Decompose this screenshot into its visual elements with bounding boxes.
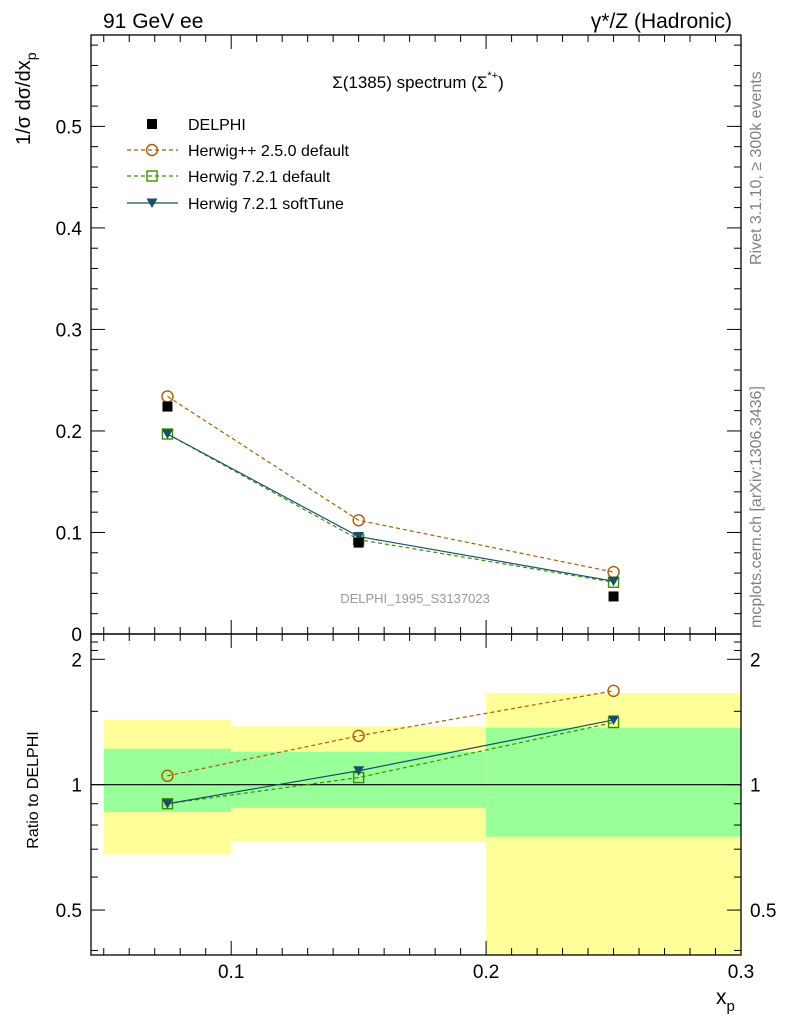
- main-y-tick-label-3: 0.3: [56, 320, 82, 341]
- ratio-y-tick-label-1: 1: [71, 776, 82, 797]
- main-point-3-2: [608, 576, 620, 587]
- main-point-0-0: [162, 401, 173, 412]
- main-point-3-1: [353, 532, 365, 542]
- legend-marker-2: [146, 170, 158, 182]
- ratio-point-0-1: [352, 729, 365, 743]
- legend-marker-1: [145, 143, 159, 157]
- main-point-0-2: [608, 591, 619, 602]
- legend-marker-0: [147, 119, 157, 129]
- ratio-y-tick-label-right-1: 1: [750, 776, 761, 797]
- ratio-point-0-0: [161, 769, 174, 783]
- legend-marker-3: [146, 198, 158, 208]
- ratio-band-inner-1: [231, 751, 487, 808]
- ratio-series-line-1: [167, 721, 614, 805]
- main-panel: [161, 390, 620, 602]
- svg-text:1/σ dσ/dxp: 1/σ dσ/dxp: [13, 52, 39, 145]
- header-right: γ*/Z (Hadronic): [591, 10, 732, 33]
- x-tick-label-0: 0.1: [218, 962, 244, 983]
- main-y-tick-label-2: 0.2: [56, 422, 82, 443]
- main-y-tick-label-0: 0: [71, 625, 82, 646]
- x-tick-label-1: 0.2: [473, 962, 499, 983]
- ratio-band-inner-2: [486, 727, 741, 837]
- ratio-y-tick-label-0: 0.5: [56, 901, 82, 922]
- ratio-point-2-1: [353, 766, 365, 776]
- main-series-line-1: [167, 395, 614, 573]
- ratio-point-2-0: [161, 799, 173, 809]
- ratio-point-0-2: [607, 684, 620, 698]
- xlabel-text: x: [716, 986, 727, 1009]
- legend-label-3: Herwig 7.2.1 softTune: [188, 196, 344, 213]
- main-ylabel: 1/σ dσ/dxp: [13, 52, 39, 145]
- main-point-3-0: [161, 429, 173, 439]
- analysis-watermark: DELPHI_1995_S3137023: [340, 591, 490, 606]
- rivet-label: Rivet 3.1.10, ≥ 300k events: [748, 71, 765, 265]
- main-point-1-2: [607, 565, 620, 579]
- ratio-frame: [90, 633, 742, 956]
- ratio-ylabel: Ratio to DELPHI: [25, 731, 42, 848]
- x-tick-label-2: 0.3: [728, 962, 754, 983]
- legend-label-0: DELPHI: [188, 117, 246, 134]
- chart-title-sup: *+: [487, 70, 498, 82]
- legend-label-1: Herwig++ 2.5.0 default: [188, 143, 350, 160]
- main-ylabel-sub: p: [23, 52, 39, 60]
- ratio-panel: [91, 684, 741, 955]
- main-y-tick-label-5: 0.5: [56, 117, 82, 138]
- ratio-series-line-0: [167, 690, 614, 777]
- header-left: 91 GeV ee: [103, 10, 203, 33]
- chart-title-close: ): [498, 73, 504, 92]
- chart-title: Σ(1385) spectrum (Σ*+): [332, 70, 504, 92]
- ratio-point-2-2: [608, 715, 620, 725]
- xlabel: xp: [716, 986, 735, 1015]
- main-y-tick-label-1: 0.1: [56, 523, 82, 544]
- main-series-line-3: [167, 433, 614, 582]
- legend-label-2: Herwig 7.2.1 default: [188, 169, 331, 186]
- main-y-tick-label-4: 0.4: [56, 219, 83, 240]
- main-point-0-1: [353, 537, 364, 548]
- chart-title-main: Σ(1385) spectrum (: [332, 73, 477, 92]
- ratio-y-tick-label-2: 2: [71, 650, 82, 671]
- mcplots-label: mcplots.cern.ch [arXiv:1306.3436]: [748, 386, 765, 628]
- chart-title-sym: Σ: [477, 73, 488, 92]
- axes-frames: 0.1 0.2 0.3 0 0.1 0.2 0.3 0.4 0.5 0.5 0.5 1 1 2 2: [56, 34, 776, 983]
- legend: DELPHI Herwig++ 2.5.0 default Herwig 7.2.1…: [127, 117, 350, 213]
- xlabel-sub: p: [727, 998, 735, 1015]
- ratio-y-tick-label-right-2: 2: [750, 650, 761, 671]
- main-ylabel-text: 1/σ dσ/dx: [13, 60, 35, 145]
- main-series-line-2: [167, 433, 614, 583]
- main-point-1-1: [352, 514, 365, 527]
- ratio-y-tick-label-right-0: 0.5: [750, 901, 776, 922]
